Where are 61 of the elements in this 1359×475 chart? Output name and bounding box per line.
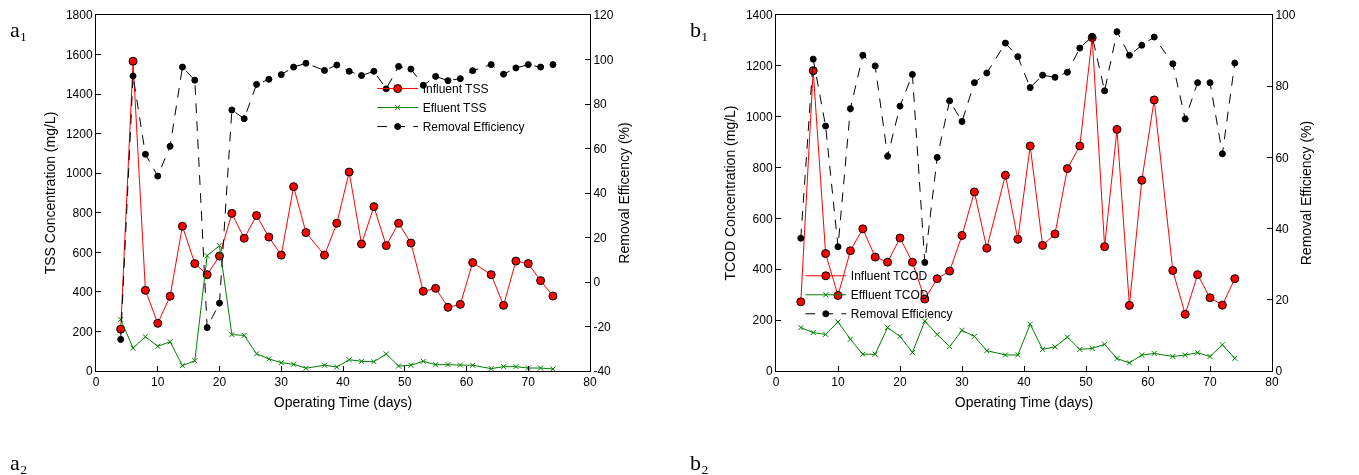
y-tick-label: 800	[752, 160, 773, 175]
y2-tick-label: 40	[593, 186, 608, 201]
text: a₁	[10, 17, 28, 42]
x-tick-label: 20	[212, 375, 227, 390]
y2-tick-label: 40	[1275, 221, 1290, 236]
x-axis-title: Operating Time (days)	[954, 393, 1094, 410]
x-tick-label: 40	[336, 375, 350, 390]
x-tick-label: 10	[831, 375, 845, 390]
y-axis-title: TSS Concentration (mg/L)	[42, 111, 59, 275]
y-tick-label: 1200	[745, 59, 773, 74]
legend-label: Removal Efficiency	[850, 307, 953, 322]
y-tick-label: 600	[72, 245, 93, 260]
x-tick-label: 60	[459, 375, 474, 390]
y-tick-label: 400	[72, 285, 93, 300]
y-tick-label: 1000	[745, 109, 773, 124]
y2-tick-label: 0	[593, 275, 601, 290]
y-tick-label: 1400	[65, 87, 93, 102]
legend-label: Influent TSS	[422, 82, 489, 97]
y2-tick-label: 20	[593, 230, 608, 245]
y2-axis-title: Removal Efficiency (%)	[1298, 120, 1315, 266]
y-tick-label: 1200	[65, 126, 93, 141]
y2-tick-label: 60	[593, 141, 608, 156]
y-tick-label: 0	[85, 364, 93, 379]
text: a₂	[10, 450, 28, 475]
y2-tick-label: 100	[1275, 8, 1296, 23]
legend-label: Removal Efficiency	[422, 120, 525, 135]
y-tick-label: 200	[752, 313, 773, 328]
y-tick-label: 800	[72, 205, 93, 220]
x-tick-label: 50	[398, 375, 412, 390]
y-tick-label: 400	[752, 262, 773, 277]
y-axis-title: TCOD Concentration (mg/L)	[722, 105, 739, 281]
y2-tick-label: 80	[1275, 79, 1290, 94]
y-tick-label: 1800	[65, 8, 93, 23]
y-tick-label: 600	[752, 211, 773, 226]
x-tick-label: 60	[1141, 375, 1155, 390]
y-tick-label: 0	[765, 364, 773, 379]
y2-tick-label: 80	[593, 97, 608, 112]
x-tick-label: 80	[583, 375, 597, 390]
x-tick-label: 30	[955, 375, 969, 390]
text: b₁	[690, 17, 709, 42]
text: b₂	[690, 450, 709, 475]
y-tick-label: 1600	[65, 47, 93, 62]
x-tick-label: 50	[1079, 375, 1093, 390]
x-tick-label: 40	[1017, 375, 1031, 390]
x-axis-title: Operating Time (days)	[273, 393, 413, 410]
legend-label: Efluent TSS	[422, 101, 487, 116]
y2-tick-label: 20	[1275, 293, 1290, 307]
y-tick-label: 1000	[65, 166, 93, 181]
x-tick-label: 20	[893, 375, 907, 390]
x-tick-label: 80	[1265, 375, 1279, 390]
x-tick-label: 10	[151, 375, 165, 390]
y-tick-label: 1400	[745, 8, 773, 23]
y-tick-label: 200	[72, 324, 93, 339]
y2-tick-label: 120	[593, 8, 614, 23]
y2-axis-title: Removal Efficency (%)	[616, 122, 633, 264]
x-tick-label: 70	[521, 375, 536, 390]
y2-tick-label: -20	[593, 319, 612, 334]
y2-tick-label: 100	[593, 52, 614, 67]
x-tick-label: 30	[274, 375, 289, 390]
y2-tick-label: 60	[1275, 150, 1290, 165]
x-tick-label: 70	[1203, 375, 1217, 390]
